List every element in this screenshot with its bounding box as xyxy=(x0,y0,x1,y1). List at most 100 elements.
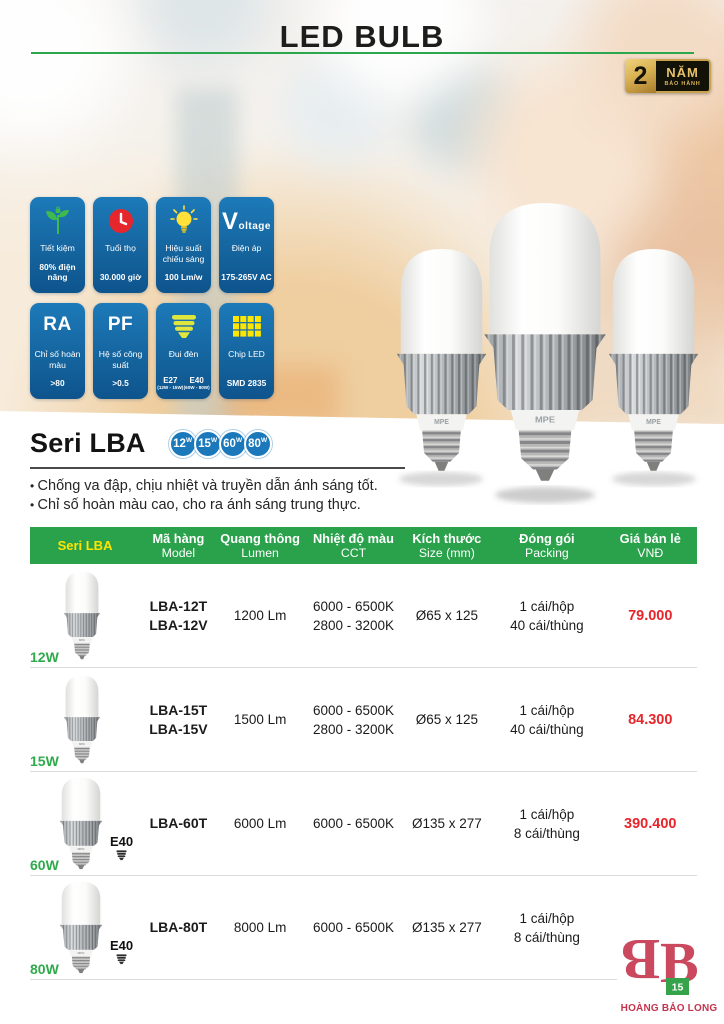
socket-e40: E40 xyxy=(189,376,204,385)
packing-cell: 1 cái/hộp 40 cái/thùng xyxy=(510,598,584,633)
socket-e40-range: (60W - 80W) xyxy=(183,385,210,390)
bulb-photo-15w xyxy=(62,674,102,766)
series-heading: Seri LBA xyxy=(30,428,146,458)
socket-e27-range: (12W - 15W) xyxy=(157,385,184,390)
socket-small-icon xyxy=(116,849,127,860)
brand-name: HOÀNG BẢO LONG xyxy=(621,1001,718,1014)
price-cell: 84.300 xyxy=(628,711,673,728)
col-lumen: Quang thông Lumen xyxy=(220,531,300,560)
cct-cell: 6000 - 6500K 2800 - 3200K xyxy=(312,598,395,633)
feature-card-socket: Đui đèn E27 (12W - 15W) E40 (60W - 80W) xyxy=(156,303,211,399)
socket-tag: E40 xyxy=(110,835,133,866)
socket-tag-label: E40 xyxy=(110,937,134,953)
page-number: 15 xyxy=(672,982,684,994)
feature-title: Tiết kiệm xyxy=(40,243,75,253)
size-cell: Ø65 x 125 xyxy=(415,608,478,623)
feature-value: 80% điện năng xyxy=(39,262,76,282)
model-cell: LBA-15T LBA-15V xyxy=(149,701,208,737)
cct-cell: 6000 - 6500K xyxy=(312,816,395,831)
voltage-wordmark: Voltage xyxy=(222,208,271,235)
feature-value: 100 Lm/w xyxy=(164,272,203,282)
socket-icon xyxy=(156,312,211,342)
feature-title: Hiệu suất chiếu sáng xyxy=(162,243,205,265)
table-row-15w: 15W LBA-15T LBA-15V 1500 Lm 6000 - 6500K 2… xyxy=(30,668,697,772)
lumen-cell: 1500 Lm xyxy=(233,712,287,727)
bullet-item: Chỉ số hoàn màu cao, cho ra ánh sáng tru… xyxy=(30,496,430,515)
feature-card-chip: Chip LED SMD 2835 xyxy=(219,303,274,399)
watt-label: 15W xyxy=(30,752,59,769)
size-cell: Ø135 x 277 xyxy=(411,920,482,935)
feature-title: Chỉ số hoàn màu xyxy=(34,349,81,371)
socket-small-icon xyxy=(116,953,127,964)
chip-icon xyxy=(219,312,274,342)
watt-badge-15w: 15 W xyxy=(193,429,222,458)
warranty-years: 2 xyxy=(625,59,656,93)
table-row-60w: 60W E40 LBA-60T 6000 Lm 6000 - 6500K Ø13… xyxy=(30,772,697,876)
packing-cell: 1 cái/hộp 8 cái/thùng xyxy=(513,910,580,945)
col-cct: Nhiệt độ màu CCT xyxy=(312,531,394,560)
lumen-cell: 8000 Lm xyxy=(233,920,287,935)
price-cell: 79.000 xyxy=(628,607,673,624)
col-size: Kích thước Size (mm) xyxy=(412,531,482,560)
plant-icon xyxy=(30,206,85,236)
bulb-photo-80w xyxy=(58,880,104,976)
warranty-badge: 2 NĂM BẢO HÀNH xyxy=(625,59,711,93)
socket-e27: E27 xyxy=(163,376,178,385)
model-cell: LBA-60T xyxy=(149,815,208,831)
bulb-photo-60w xyxy=(58,776,104,872)
watt-badge-80w: 80 W xyxy=(243,429,272,458)
page-title: LED BULB xyxy=(279,19,445,54)
col-model: Mã hàng Model xyxy=(152,531,205,560)
socket-tag-label: E40 xyxy=(110,833,134,849)
bulb-photo-12w xyxy=(62,570,102,662)
series-divider xyxy=(30,467,405,469)
watt-label: 60W xyxy=(30,856,59,873)
product-image-cell: 12W xyxy=(30,564,140,668)
feature-card-voltage: Voltage Điện áp 175-265V AC xyxy=(219,197,274,293)
monogram-b-left: B xyxy=(621,927,660,992)
series-bullets: Chống va đập, chịu nhiệt và truyền dẫn á… xyxy=(30,477,430,515)
price-cell: 390.400 xyxy=(624,815,677,832)
feature-value: 175-265V AC xyxy=(221,272,272,282)
clock-icon xyxy=(93,206,148,236)
feature-title: Tuổi thọ xyxy=(105,243,136,253)
feature-card-ra: RA Chỉ số hoàn màu >80 xyxy=(30,303,85,399)
watt-badge-12w: 12 W xyxy=(168,429,197,458)
watt-badge-60w: 60 W xyxy=(218,429,247,458)
watt-badges: 12 W 15 W 60 W 80 W xyxy=(168,429,272,458)
size-cell: Ø65 x 125 xyxy=(415,712,478,727)
bullet-item: Chống va đập, chịu nhiệt và truyền dẫn á… xyxy=(30,477,430,496)
bulb-icon xyxy=(156,205,211,236)
feature-value: >0.5 xyxy=(112,378,129,388)
size-cell: Ø135 x 277 xyxy=(411,816,482,831)
model-cell: LBA-12T LBA-12V xyxy=(149,597,208,633)
watt-label: 80W xyxy=(30,960,59,977)
feature-value: >80 xyxy=(50,378,65,388)
col-packing: Đóng gói Packing xyxy=(519,531,575,560)
lumen-cell: 6000 Lm xyxy=(233,816,287,831)
product-image-cell: 15W xyxy=(30,668,140,772)
watt-label: 12W xyxy=(30,648,59,665)
product-image-cell: 60W E40 xyxy=(30,772,140,876)
socket-tag: E40 xyxy=(110,939,133,970)
pf-text: PF xyxy=(107,314,134,335)
table-row-12w: 12W LBA-12T LBA-12V 1200 Lm 6000 - 6500K 2… xyxy=(30,564,697,668)
col-seri: Seri LBA xyxy=(57,538,113,553)
feature-card-energy: Tiết kiệm 80% điện năng xyxy=(30,197,85,293)
lumen-cell: 1200 Lm xyxy=(233,608,287,623)
feature-value: 30.000 giờ xyxy=(99,272,142,282)
socket-values: E27 (12W - 15W) E40 (60W - 80W) xyxy=(157,377,210,391)
series-section: Seri LBA 12W 15W 60W 80W Chống va đập, c… xyxy=(30,428,430,515)
feature-card-efficiency: Hiệu suất chiếu sáng 100 Lm/w xyxy=(156,197,211,293)
cct-cell: 6000 - 6500K 2800 - 3200K xyxy=(312,702,395,737)
packing-cell: 1 cái/hộp 8 cái/thùng xyxy=(513,806,580,841)
table-header: Seri LBA Mã hàng Model Quang thông Lumen N… xyxy=(30,527,697,564)
col-price: Giá bán lẻ VNĐ xyxy=(619,531,681,560)
ra-text: RA xyxy=(43,314,72,335)
product-table: Seri LBA Mã hàng Model Quang thông Lumen N… xyxy=(30,527,697,980)
feature-title: Hệ số công suất xyxy=(98,349,143,371)
title-divider xyxy=(31,52,694,54)
feature-value: SMD 2835 xyxy=(226,378,267,388)
cct-cell: 6000 - 6500K xyxy=(312,920,395,935)
